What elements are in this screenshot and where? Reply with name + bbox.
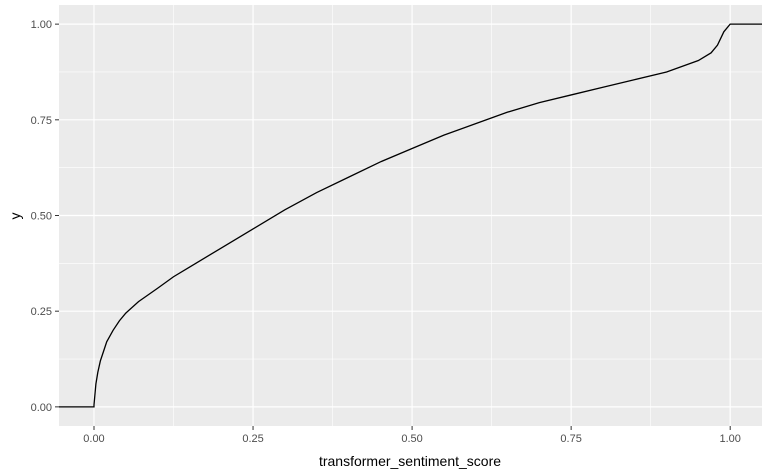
x-axis-ticks: 0.00 0.25 0.50 0.75 1.00: [83, 426, 741, 445]
y-tick-label: 0.75: [31, 115, 52, 127]
y-tick-label: 0.25: [31, 306, 52, 318]
major-gridlines: [59, 5, 762, 426]
x-tick-label: 0.25: [242, 433, 263, 445]
x-tick-label: 0.00: [83, 433, 104, 445]
y-tick-label: 0.50: [31, 211, 52, 223]
y-tick-label: 1.00: [31, 19, 52, 31]
y-tick-label: 0.00: [31, 402, 52, 414]
y-axis-ticks: 0.00 0.25 0.50 0.75 1.00: [31, 19, 59, 414]
x-axis-title: transformer_sentiment_score: [319, 453, 501, 469]
x-tick-label: 0.75: [560, 433, 581, 445]
x-tick-label: 1.00: [719, 433, 740, 445]
y-axis-title: y: [7, 213, 23, 220]
x-tick-label: 0.50: [401, 433, 422, 445]
series-line: [59, 23, 762, 408]
